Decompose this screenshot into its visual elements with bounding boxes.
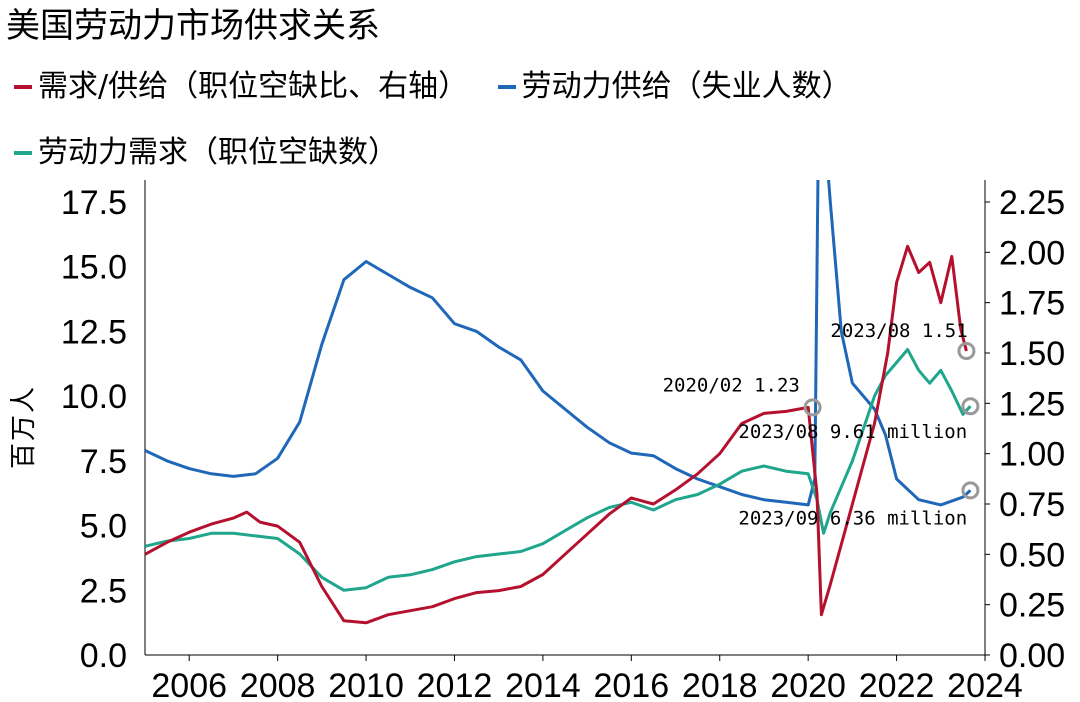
- y-right-tick-label-1: 0.25: [999, 587, 1065, 625]
- annotation-marker-1: [957, 341, 976, 360]
- x-tick-label-5: 2016: [593, 667, 669, 702]
- y-right-tick-label-8: 2.00: [999, 234, 1065, 272]
- x-tick-label-7: 2020: [770, 667, 846, 702]
- legend-item-supply: 劳动力供给（失业人数）: [497, 69, 852, 105]
- legend-item-demand: 劳动力需求（职位空缺数）: [14, 135, 398, 171]
- x-tick-label-3: 2012: [417, 667, 493, 702]
- legend-row-1: 需求/供给（职位空缺比、右轴） 劳动力供给（失业人数）: [14, 62, 852, 105]
- legend-label-ratio: 需求/供给（职位空缺比、右轴）: [38, 69, 469, 104]
- y-right-tick-label-0: 0.00: [999, 637, 1065, 675]
- y-left-tick-label-0: 0.0: [80, 637, 127, 675]
- y-right-tick-label-5: 1.25: [999, 385, 1065, 423]
- y-left-tick-label-1: 2.5: [80, 572, 127, 610]
- legend-item-ratio: 需求/供给（职位空缺比、右轴）: [14, 69, 468, 105]
- y-left-tick-label-6: 15.0: [61, 249, 127, 287]
- y-left-tick-label-4: 10.0: [61, 378, 127, 416]
- annotation-marker-3: [961, 481, 980, 500]
- annotation-label-0: 2020/02 1.23: [663, 374, 800, 396]
- annotation-label-3: 2023/09 6.36 million: [738, 507, 967, 529]
- y-axis-title-char-1: 万: [9, 415, 39, 441]
- x-tick-label-2: 2010: [328, 667, 404, 702]
- legend-label-demand: 劳动力需求（职位空缺数）: [38, 135, 398, 170]
- y-axis-title-char-2: 人: [9, 387, 39, 413]
- y-left-tick-label-2: 5.0: [80, 508, 127, 546]
- legend-swatch-ratio: [14, 85, 32, 89]
- annotation-marker-2: [961, 397, 980, 416]
- annotation-label-2: 2023/08 9.61 million: [738, 421, 967, 443]
- series-line-demand: [145, 348, 972, 592]
- y-right-tick-label-6: 1.50: [999, 335, 1065, 373]
- annotation-label-1: 2023/08 1.51: [830, 320, 967, 342]
- x-tick-label-6: 2018: [682, 667, 758, 702]
- legend-label-supply: 劳动力供给（失业人数）: [521, 69, 852, 104]
- x-tick-label-9: 2024: [947, 667, 1023, 702]
- y-left-tick-label-5: 12.5: [61, 313, 127, 351]
- y-left-tick-label-3: 7.5: [80, 443, 127, 481]
- legend-row-2: 劳动力需求（职位空缺数）: [14, 128, 398, 171]
- chart-title: 美国劳动力市场供求关系: [6, 6, 380, 46]
- y-right-tick-label-9: 2.25: [999, 184, 1065, 222]
- series-line-ratio: [145, 244, 968, 625]
- series-line-supply: [145, 180, 972, 507]
- annotation-marker-0: [803, 398, 822, 417]
- x-tick-label-4: 2014: [505, 667, 581, 702]
- legend-swatch-demand: [14, 151, 32, 155]
- y-left-tick-label-7: 17.5: [61, 184, 127, 222]
- y-right-tick-label-7: 1.75: [999, 285, 1065, 323]
- y-right-tick-label-4: 1.00: [999, 436, 1065, 474]
- x-tick-label-0: 2006: [151, 667, 227, 702]
- y-right-tick-label-2: 0.50: [999, 536, 1065, 574]
- legend-swatch-supply: [497, 85, 516, 89]
- x-tick-label-8: 2022: [859, 667, 935, 702]
- x-tick-label-1: 2008: [240, 667, 316, 702]
- y-right-tick-label-3: 0.75: [999, 486, 1065, 524]
- y-axis-title-char-0: 百: [9, 443, 39, 469]
